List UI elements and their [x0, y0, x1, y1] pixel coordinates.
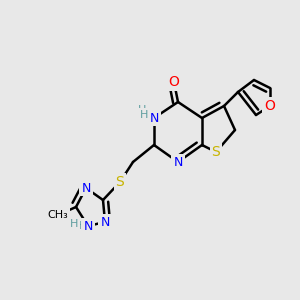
Text: O: O	[265, 99, 275, 113]
Text: N: N	[100, 215, 110, 229]
Text: CH₃: CH₃	[48, 210, 68, 220]
Text: N: N	[83, 220, 93, 232]
Text: N: N	[81, 182, 91, 194]
Text: S: S	[116, 175, 124, 189]
Text: O: O	[169, 75, 179, 89]
Text: H: H	[74, 221, 82, 231]
Text: N: N	[149, 112, 159, 124]
Text: H: H	[138, 105, 146, 115]
Text: H: H	[70, 219, 78, 229]
Text: N: N	[173, 155, 183, 169]
Text: S: S	[212, 145, 220, 159]
Text: H: H	[140, 110, 148, 120]
